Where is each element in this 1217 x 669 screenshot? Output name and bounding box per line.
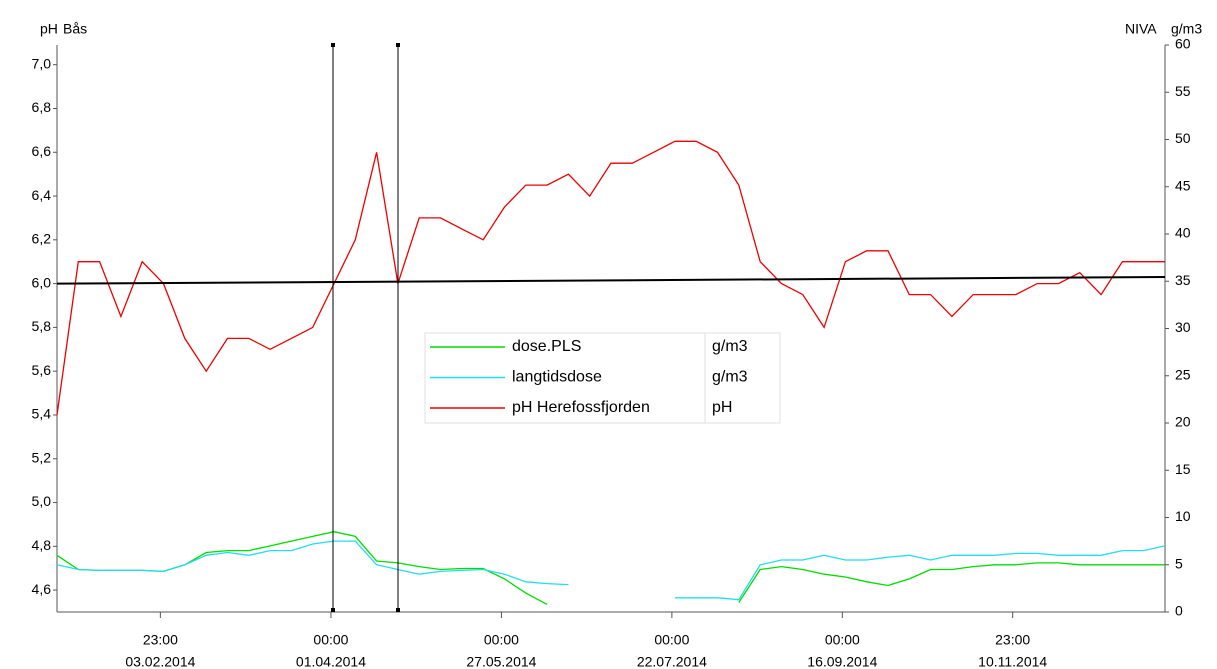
cursor-handle bbox=[331, 608, 335, 612]
x-tick-label: 10.11.2014 bbox=[978, 654, 1047, 669]
y2-tick-label: 55 bbox=[1175, 83, 1191, 99]
x-tick-label: 27.05.2014 bbox=[466, 654, 536, 669]
y-tick-label: 7,0 bbox=[32, 55, 52, 71]
y2-axis-title: NIVA bbox=[1125, 21, 1157, 37]
x-tick-label: 00:00 bbox=[654, 632, 689, 648]
series-line bbox=[738, 562, 1165, 603]
x-tick-label: 23:00 bbox=[995, 632, 1030, 648]
legend-label: langtidsdose bbox=[512, 369, 602, 386]
cursors bbox=[331, 43, 400, 612]
legend-unit: g/m3 bbox=[712, 369, 748, 386]
cursor-handle bbox=[331, 43, 335, 47]
x-tick-label: 00:00 bbox=[825, 632, 860, 648]
y-tick-label: 4,6 bbox=[32, 581, 52, 597]
y-tick-label: 5,4 bbox=[32, 406, 52, 422]
legend: dose.PLS g/m3 langtidsdose g/m3 pH Herefossf… bbox=[424, 332, 781, 424]
y-tick-label: 6,6 bbox=[32, 143, 52, 159]
plot: 4,6 4,8 5,0 5,2 5,4 5,6 5,8 6,0 6,2 6,4 6,6 6,8 7,0 0… bbox=[32, 36, 1191, 669]
y-tick-label: 6,8 bbox=[32, 99, 52, 115]
y-axis-label: pH bbox=[40, 21, 58, 37]
y2-tick-label: 0 bbox=[1175, 603, 1183, 619]
y-tick-label: 6,4 bbox=[32, 187, 52, 203]
legend-label: dose.PLS bbox=[512, 338, 581, 355]
y2-tick-label: 10 bbox=[1175, 508, 1191, 524]
y-tick-label: 5,8 bbox=[32, 318, 52, 334]
y2-tick-label: 40 bbox=[1175, 225, 1191, 241]
reference-line bbox=[56, 276, 1166, 285]
y2-axis-label: g/m3 bbox=[1171, 21, 1202, 37]
y-tick-label: 6,0 bbox=[32, 274, 52, 290]
series-line bbox=[56, 540, 569, 586]
y2-tick-label: 20 bbox=[1175, 414, 1191, 430]
x-tick-label: 23:00 bbox=[143, 632, 178, 648]
chart-title: Bås bbox=[63, 21, 87, 37]
y-tick-label: 5,6 bbox=[32, 362, 52, 378]
y2-tick-label: 15 bbox=[1175, 461, 1191, 477]
y-tick-label: 6,2 bbox=[32, 231, 52, 247]
series-line bbox=[674, 545, 1166, 601]
y-tick-label: 4,8 bbox=[32, 537, 52, 553]
y-tick-label: 5,0 bbox=[32, 493, 52, 509]
series-line bbox=[56, 140, 1165, 416]
y2-tick-label: 25 bbox=[1175, 366, 1191, 382]
y2-tick-label: 45 bbox=[1175, 177, 1191, 193]
legend-unit: g/m3 bbox=[712, 338, 748, 355]
cursor-handle bbox=[396, 608, 400, 612]
y2-tick-label: 60 bbox=[1175, 36, 1191, 52]
x-tick-label: 00:00 bbox=[313, 632, 348, 648]
y2-tick-label: 30 bbox=[1175, 319, 1191, 335]
x-tick-label: 01.04.2014 bbox=[296, 654, 366, 669]
y2-tick-label: 5 bbox=[1175, 555, 1183, 571]
legend-unit: pH bbox=[712, 399, 732, 416]
y2-tick-label: 35 bbox=[1175, 272, 1191, 288]
x-tick-label: 00:00 bbox=[484, 632, 519, 648]
cursor-handle bbox=[396, 43, 400, 47]
x-tick-label: 22.07.2014 bbox=[637, 654, 707, 669]
x-tick-label: 03.02.2014 bbox=[125, 654, 195, 669]
y-tick-label: 5,2 bbox=[32, 449, 52, 465]
y2-tick-label: 50 bbox=[1175, 130, 1191, 146]
x-tick-label: 16.09.2014 bbox=[807, 654, 877, 669]
legend-label: pH Herefossfjorden bbox=[512, 399, 650, 416]
